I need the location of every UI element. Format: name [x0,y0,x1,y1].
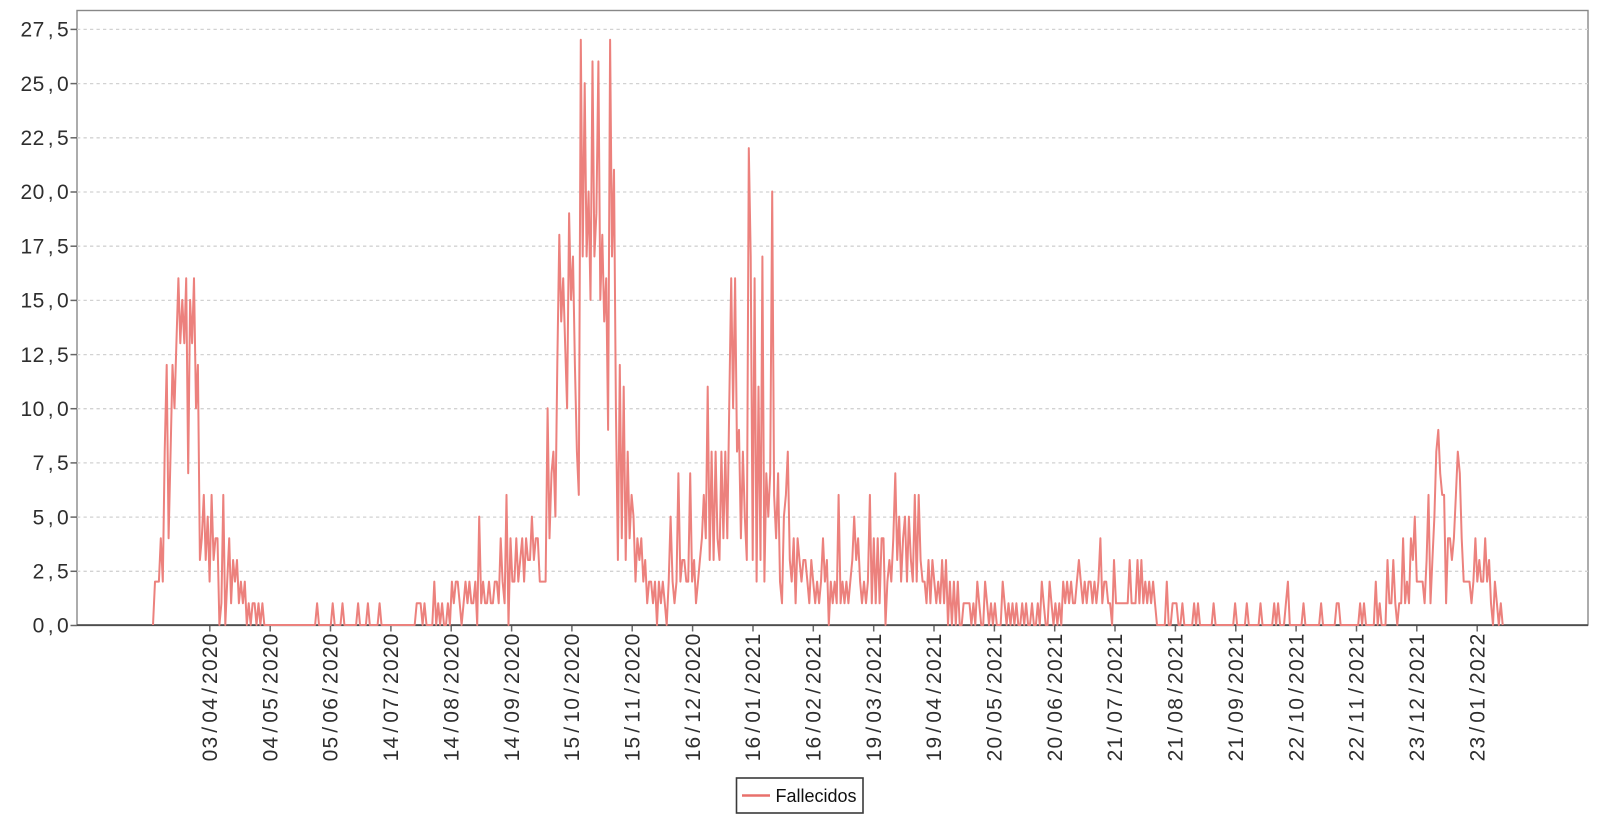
svg-text:0202/11/51: 0202/11/51 [622,634,645,762]
svg-text:1202/90/12: 1202/90/12 [1225,634,1248,762]
svg-text:1202/01/22: 1202/01/22 [1285,634,1308,762]
svg-text:1202/80/12: 1202/80/12 [1165,634,1188,762]
svg-text:0202/70/41: 0202/70/41 [380,634,403,762]
svg-text:0202/40/30: 0202/40/30 [199,634,222,762]
svg-text:0202/60/50: 0202/60/50 [320,634,343,762]
svg-text:7,5: 7,5 [33,452,69,475]
svg-text:27,5: 27, 5 [20,19,68,42]
svg-text:22,5: 22, 5 [20,127,68,150]
svg-text:1202/11/22: 1202/11/22 [1346,634,1369,762]
svg-text:1202/50/02: 1202/50/02 [984,634,1007,762]
svg-text:1202/70/12: 1202/70/12 [1104,634,1127,762]
svg-text:20,0: 20, 0 [20,181,68,204]
svg-text:0202/01/51: 0202/01/51 [561,634,584,762]
svg-text:2,5: 2,5 [33,561,69,584]
svg-text:Fallecidos: Fallecidos [776,786,857,806]
svg-text:10,0: 10, 0 [20,398,68,421]
svg-text:5,0: 5,0 [33,506,69,529]
svg-text:0202/21/61: 0202/21/61 [682,634,705,762]
svg-text:1202/40/91: 1202/40/91 [923,634,946,762]
svg-text:0202/90/41: 0202/90/41 [501,634,524,762]
svg-text:25,0: 25, 0 [20,73,68,96]
svg-text:1202/30/91: 1202/30/91 [863,634,886,762]
svg-text:1202/10/61: 1202/10/61 [742,634,765,762]
svg-text:0202/80/41: 0202/80/41 [440,634,463,762]
svg-text:15,0: 15, 0 [20,290,68,313]
svg-text:2202/10/32: 2202/10/32 [1466,634,1489,762]
svg-text:0,0: 0,0 [33,615,69,638]
svg-text:12,5: 12, 5 [20,344,68,367]
svg-text:1202/60/02: 1202/60/02 [1044,634,1067,762]
svg-text:1202/20/61: 1202/20/61 [803,634,826,762]
svg-text:17,5: 17, 5 [20,235,68,258]
svg-text:0202/50/40: 0202/50/40 [259,634,282,762]
svg-text:1202/21/32: 1202/21/32 [1406,634,1429,762]
